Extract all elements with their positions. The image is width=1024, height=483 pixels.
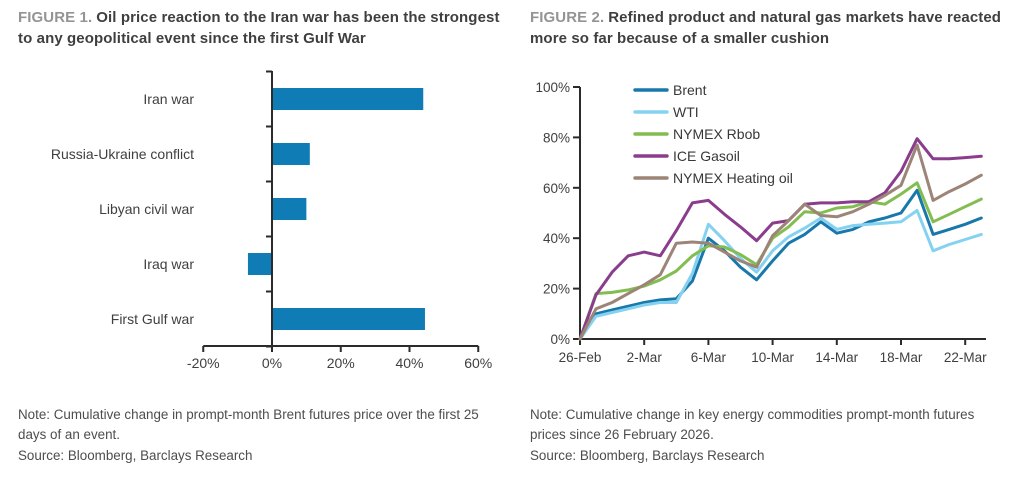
- line-nymex-rbob: [578, 181, 983, 341]
- x-tick-label: 18-Mar: [880, 350, 923, 365]
- x-tick-label: -20%: [187, 355, 220, 371]
- bar-iraq-war: [247, 253, 272, 276]
- bar-russia-ukraine-conflict: [272, 143, 310, 166]
- figure1-panel: FIGURE 1. Oil price reaction to the Iran …: [18, 8, 512, 483]
- figure2-title-text: Refined product and natural gas markets …: [530, 9, 1002, 47]
- figure2-title: FIGURE 2. Refined product and natural gas…: [530, 8, 1012, 49]
- category-label-russia-ukraine-conflict: Russia-Ukraine conflict: [51, 146, 194, 162]
- bar-iran-war: [272, 88, 424, 111]
- legend-item-ice-gasoil: ICE Gasoil: [633, 148, 740, 164]
- legend: Brent WTI NYMEX Rbob ICE Gasoil NYMEX Heatin…: [633, 82, 793, 186]
- legend-label-nymex-heating-oil: NYMEX Heating oil: [673, 170, 793, 186]
- legend-label-ice-gasoil: ICE Gasoil: [673, 148, 740, 164]
- x-tick-label: 40%: [395, 355, 423, 371]
- x-tick-label: 10-Mar: [751, 350, 794, 365]
- bar-chart: Iran war Russia-Ukraine conflict Libyan ci…: [51, 70, 492, 371]
- x-tick-label: 22-Mar: [944, 350, 987, 365]
- y-tick-label: 60%: [543, 181, 570, 196]
- figure1-label: FIGURE 1.: [18, 9, 93, 26]
- line-nymex-heating-oil: [578, 143, 983, 341]
- category-label-libyan-civil-war: Libyan civil war: [99, 201, 194, 217]
- figure1-source-text: Source: Bloomberg, Barclays Research: [18, 447, 253, 463]
- line-brent: [578, 189, 983, 341]
- y-tick-label: 80%: [543, 131, 570, 146]
- x-tick-label: 6-Mar: [691, 350, 727, 365]
- legend-label-brent: Brent: [673, 82, 707, 98]
- figure1-title-text: Oil price reaction to the Iran war has b…: [18, 9, 500, 47]
- y-tick-label: 0%: [550, 332, 570, 347]
- legend-label-wti: WTI: [673, 104, 699, 120]
- legend-item-brent: Brent: [633, 82, 707, 98]
- legend-item-wti: WTI: [633, 104, 699, 120]
- y-tick-label: 40%: [543, 232, 570, 247]
- bar-first-gulf-war: [272, 308, 425, 331]
- x-tick-label: 60%: [464, 355, 492, 371]
- x-tick-label: 2-Mar: [627, 350, 663, 365]
- figure1-title: FIGURE 1. Oil price reaction to the Iran …: [18, 8, 512, 49]
- figure2-source-text: Source: Bloomberg, Barclays Research: [530, 447, 765, 463]
- figure2-panel: FIGURE 2. Refined product and natural gas…: [530, 8, 1012, 483]
- figure1-note-text: Note: Cumulative change in prompt-month …: [18, 407, 479, 443]
- x-tick-label: 26-Feb: [559, 350, 602, 365]
- line-ice-gasoil: [578, 137, 983, 341]
- category-label-first-gulf-war: First Gulf war: [111, 311, 195, 327]
- y-tick-label: 20%: [543, 282, 570, 297]
- legend-label-nymex-rbob: NYMEX Rbob: [673, 126, 760, 142]
- legend-item-nymex-heating-oil: NYMEX Heating oil: [633, 170, 793, 186]
- figure2-note-text: Note: Cumulative change in key energy co…: [530, 407, 975, 443]
- line-chart: 0% 20% 40% 60% 80% 100% 26-Feb 2-Mar 6-Mar 10-Mar…: [535, 80, 987, 365]
- category-label-iran-war: Iran war: [143, 91, 194, 107]
- line-wti: [578, 209, 983, 341]
- x-tick-label: 0%: [262, 355, 282, 371]
- x-tick-label: 20%: [327, 355, 355, 371]
- x-tick-label: 14-Mar: [815, 350, 858, 365]
- figure2-label: FIGURE 2.: [530, 9, 605, 26]
- legend-item-nymex-rbob: NYMEX Rbob: [633, 126, 760, 142]
- figure1-note: Note: Cumulative change in prompt-month …: [18, 405, 498, 465]
- figure2-note: Note: Cumulative change in key energy co…: [530, 405, 1010, 465]
- y-tick-label: 100%: [535, 80, 570, 95]
- category-label-iraq-war: Iraq war: [143, 256, 194, 272]
- bar-libyan-civil-war: [272, 198, 307, 221]
